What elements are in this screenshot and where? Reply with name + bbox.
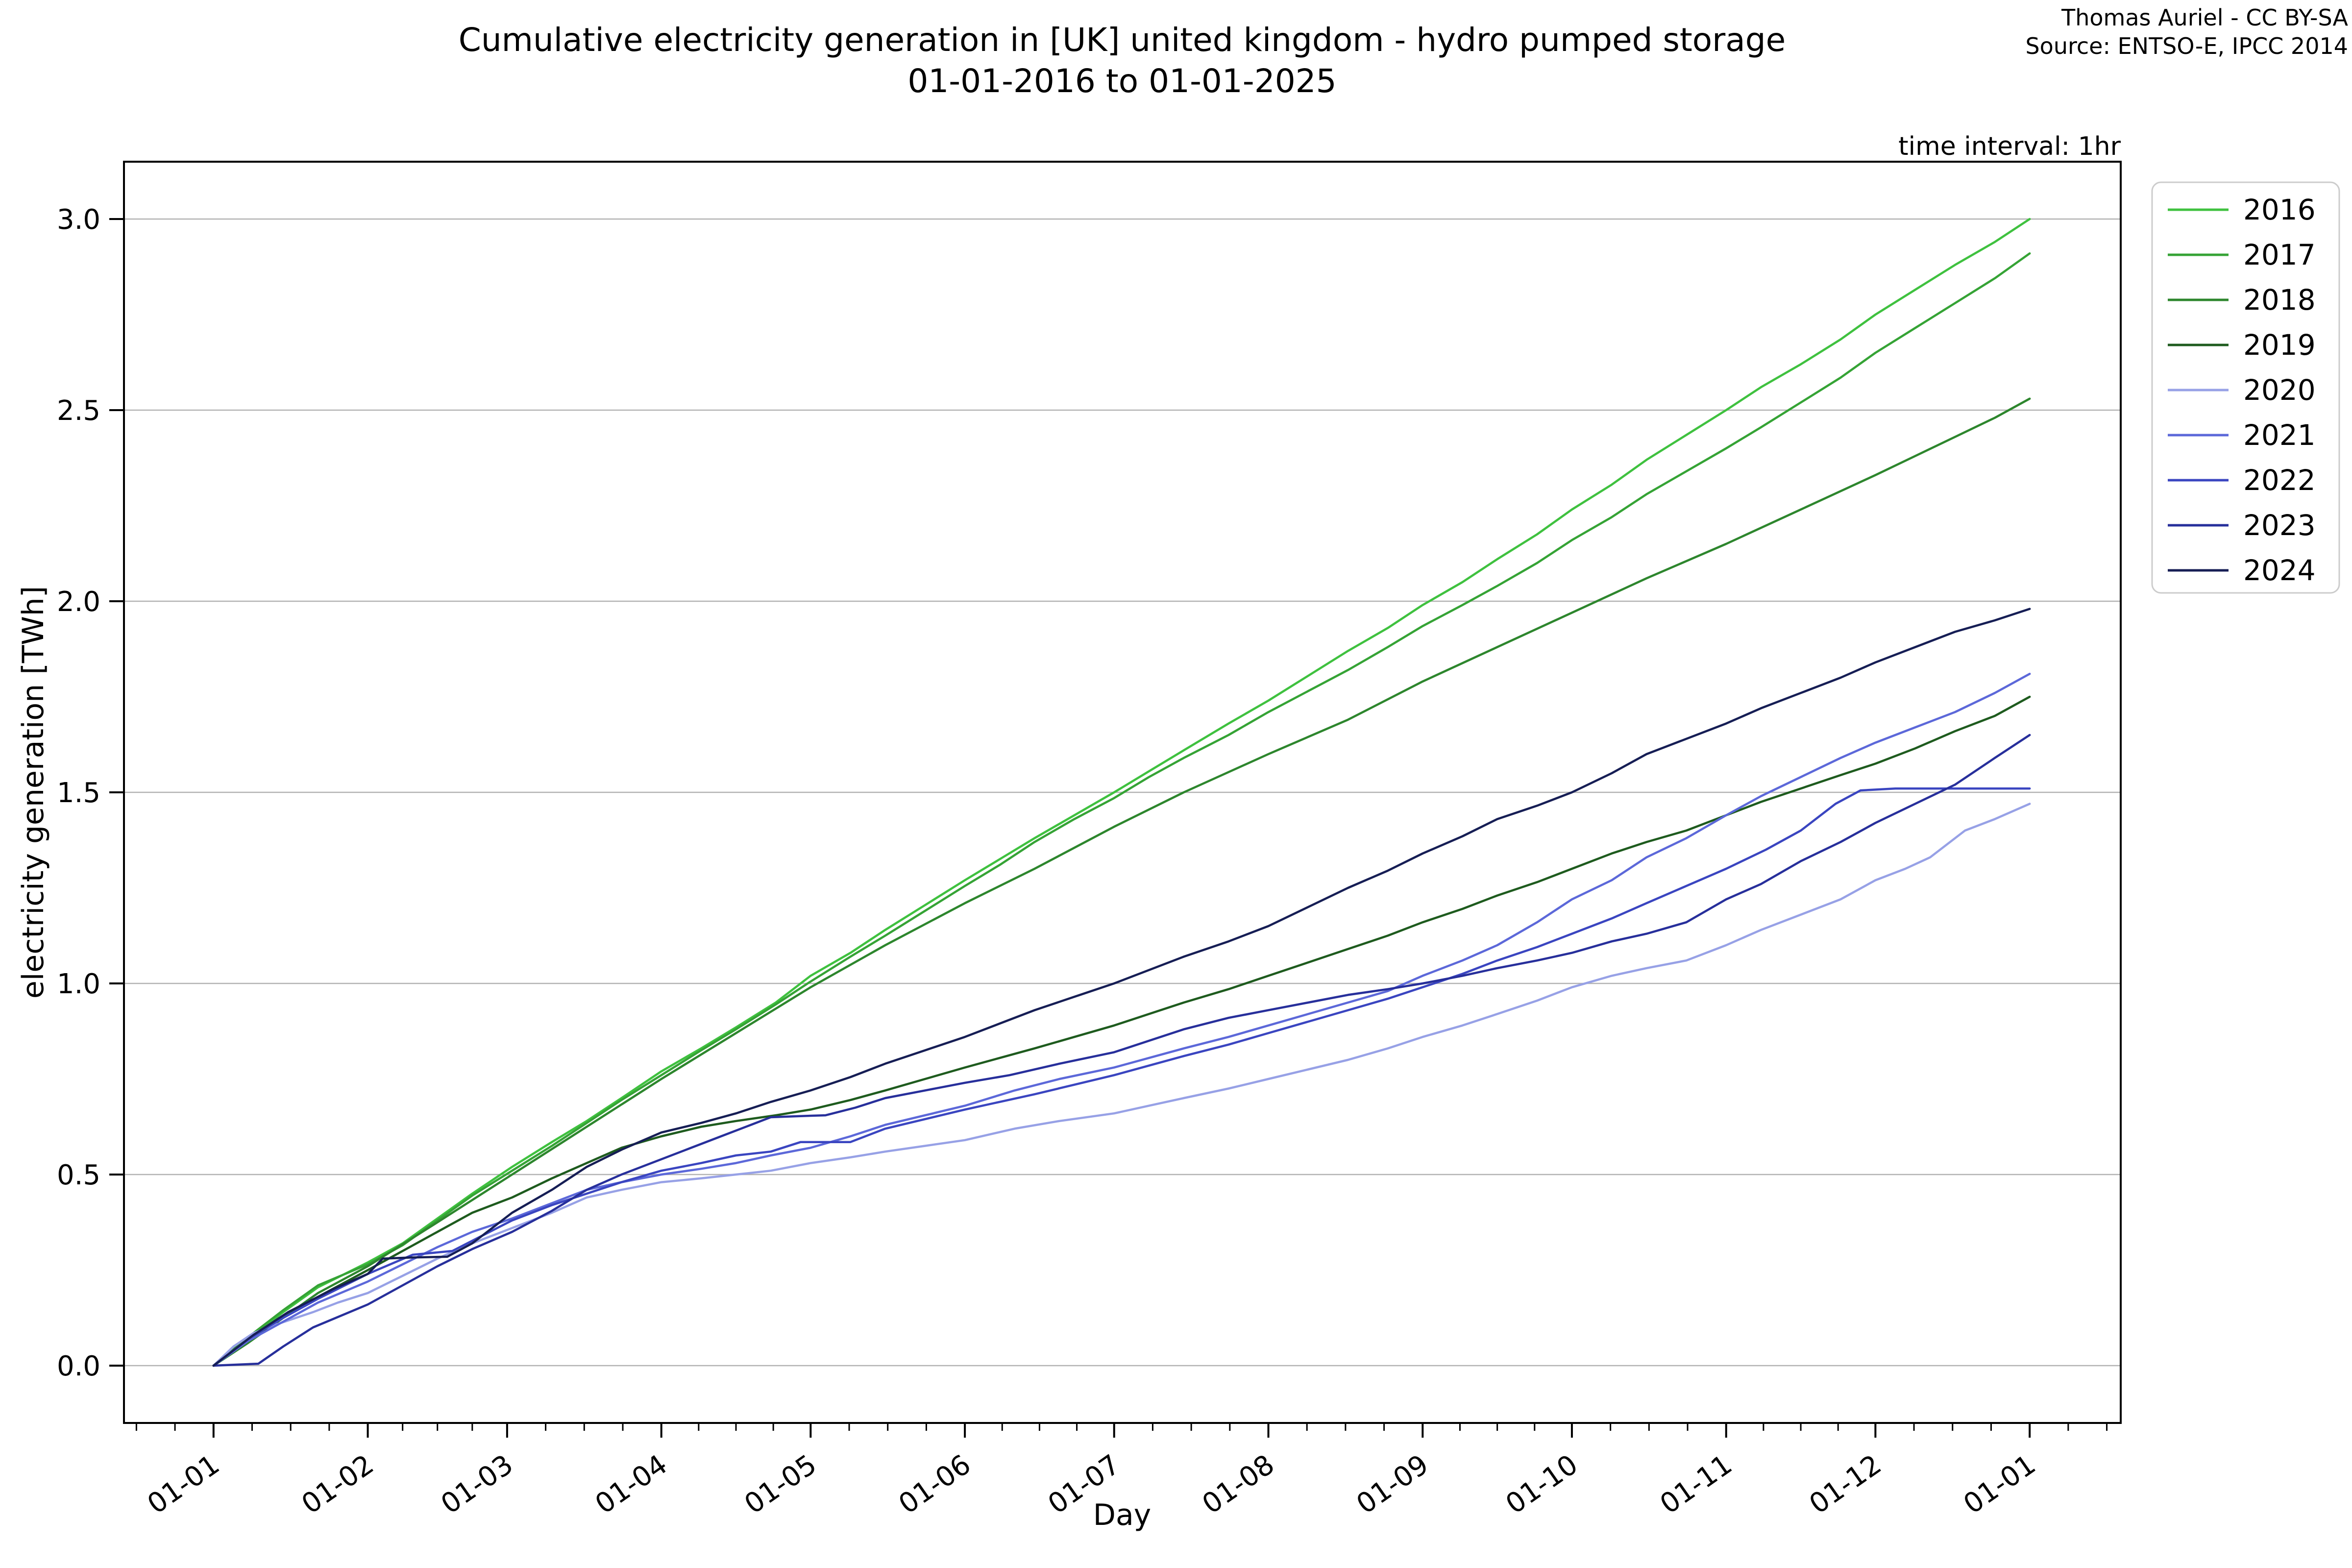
y-tick-label: 3.0: [57, 204, 100, 236]
series-line-2022: [212, 787, 2031, 1367]
series-line-2020: [212, 803, 2031, 1367]
y-tick-label: 2.0: [57, 586, 100, 618]
legend-label-2023: 2023: [2243, 509, 2316, 542]
x-tick-label: 01-04: [589, 1448, 673, 1520]
legend-label-2020: 2020: [2243, 373, 2316, 407]
legend-label-2019: 2019: [2243, 328, 2316, 362]
legend-label-2024: 2024: [2243, 554, 2316, 587]
series-line-2016: [212, 218, 2031, 1367]
attribution-author: Thomas Auriel - CC BY-SA: [2061, 4, 2348, 31]
y-tick-label: 0.5: [57, 1159, 100, 1191]
y-tick-label: 1.5: [57, 777, 100, 809]
x-tick-label: 01-01: [142, 1448, 225, 1520]
series-line-2017: [212, 252, 2031, 1367]
x-tick-label: 01-08: [1197, 1448, 1280, 1520]
series-line-2018: [212, 397, 2031, 1367]
y-tick-label: 0.0: [57, 1350, 100, 1382]
x-tick-label: 01-05: [739, 1448, 823, 1520]
chart-subtitle: 01-01-2016 to 01-01-2025: [907, 62, 1336, 100]
attribution-source: Source: ENTSO-E, IPCC 2014: [2025, 33, 2348, 59]
x-tick-label: 01-02: [296, 1448, 380, 1520]
legend: 2016 2017 2018 2019 2020 2021 2022 2023 2024: [2151, 181, 2340, 594]
x-axis-label: Day: [1093, 1498, 1151, 1532]
chart-title: Cumulative electricity generation in [UK…: [459, 21, 1786, 59]
x-tick-label: 01-12: [1804, 1448, 1887, 1520]
legend-box: [2151, 181, 2340, 594]
legend-label-2018: 2018: [2243, 283, 2316, 317]
series-lines: [212, 218, 2031, 1367]
x-tick-label: 01-06: [893, 1448, 977, 1520]
legend-items: 2016 2017 2018 2019 2020 2021 2022 2023 2024: [2168, 193, 2316, 587]
y-axis-ticks: 0.0 0.5 1.0 1.5 2.0 2.5 3.0: [57, 204, 124, 1382]
time-interval-annotation: time interval: 1hr: [1898, 132, 2121, 161]
y-tick-label: 2.5: [57, 395, 100, 427]
x-tick-label: 01-09: [1351, 1448, 1435, 1520]
y-axis-label: electricity generation [TWh]: [16, 586, 50, 999]
legend-label-2017: 2017: [2243, 238, 2316, 271]
legend-label-2022: 2022: [2243, 464, 2316, 497]
legend-label-2021: 2021: [2243, 418, 2316, 452]
x-tick-label: 01-03: [435, 1448, 519, 1520]
y-tick-label: 1.0: [57, 968, 100, 1000]
series-line-2024: [212, 608, 2031, 1367]
x-tick-label: 01-10: [1500, 1448, 1584, 1520]
series-line-2023: [212, 734, 2031, 1367]
x-tick-label: 01-11: [1654, 1448, 1738, 1520]
legend-label-2016: 2016: [2243, 193, 2316, 226]
series-line-2021: [212, 672, 2031, 1367]
x-tick-label: 01-01: [1958, 1448, 2042, 1520]
